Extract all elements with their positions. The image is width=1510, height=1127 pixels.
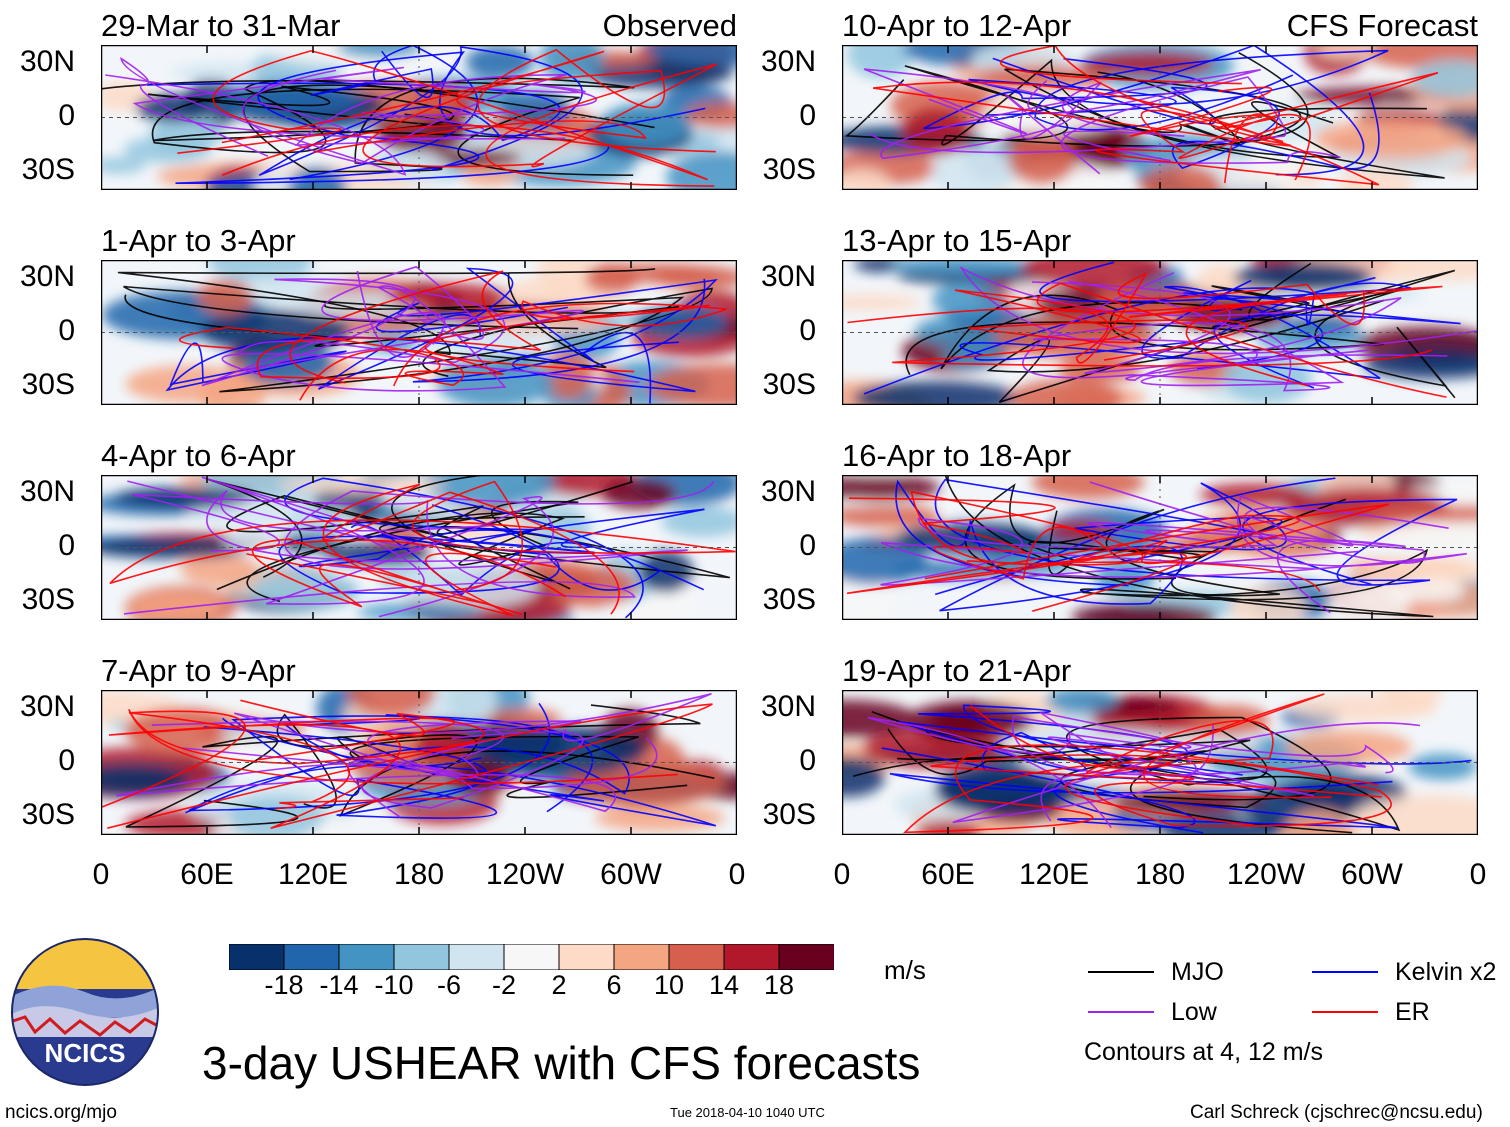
map-panel bbox=[842, 45, 1478, 190]
colorbar-swatch bbox=[229, 944, 285, 970]
x-tick-label: 0 bbox=[1469, 858, 1487, 891]
y-tick-label: 30S bbox=[762, 368, 816, 401]
x-tick-label: 180 bbox=[393, 858, 445, 891]
legend-line bbox=[1088, 971, 1154, 973]
y-tick-label: 30S bbox=[762, 153, 816, 186]
y-tick-label: 30N bbox=[760, 260, 816, 293]
colorbar-swatch bbox=[723, 944, 780, 970]
y-tick-label: 30S bbox=[762, 798, 816, 831]
colorbar-swatch bbox=[558, 944, 615, 970]
colorbar-tick: 18 bbox=[763, 970, 795, 1000]
colorbar-swatch bbox=[778, 944, 834, 970]
colorbar-tick: 10 bbox=[653, 970, 685, 1000]
colorbar-tick: -14 bbox=[319, 970, 359, 1000]
colorbar-tick: 2 bbox=[551, 970, 567, 1000]
y-tick-label: 30S bbox=[21, 798, 75, 831]
site-url[interactable]: ncics.org/mjo bbox=[5, 1102, 117, 1123]
panel-title: 1-Apr to 3-Apr bbox=[101, 223, 296, 258]
map-panel bbox=[842, 690, 1478, 835]
ncics-logo: NCICS bbox=[11, 938, 159, 1086]
x-tick-label: 180 bbox=[1134, 858, 1186, 891]
y-tick-label: 30S bbox=[21, 153, 75, 186]
map-panel bbox=[101, 475, 737, 620]
colorbar-tick: -18 bbox=[264, 970, 304, 1000]
chart-title: 3-day USHEAR with CFS forecasts bbox=[202, 1037, 921, 1089]
y-tick-label: 30S bbox=[762, 583, 816, 616]
y-tick-label: 30N bbox=[760, 45, 816, 78]
y-tick-label: 30N bbox=[19, 45, 75, 78]
colorbar-swatch bbox=[668, 944, 725, 970]
legend-label: MJO bbox=[1171, 958, 1224, 986]
map-panel bbox=[101, 260, 737, 405]
credit: Carl Schreck (cjschrec@ncsu.edu) bbox=[1190, 1102, 1483, 1123]
contour-note: Contours at 4, 12 m/s bbox=[1084, 1038, 1324, 1066]
y-tick-label: 0 bbox=[58, 314, 75, 347]
y-tick-label: 30N bbox=[760, 690, 816, 723]
panel-title: 29-Mar to 31-Mar bbox=[101, 8, 341, 43]
panel-title: 10-Apr to 12-Apr bbox=[842, 8, 1072, 43]
x-tick-label: 60W bbox=[1341, 858, 1403, 891]
y-tick-label: 0 bbox=[58, 99, 75, 132]
legend-line bbox=[1312, 971, 1378, 973]
colorbar bbox=[229, 944, 834, 970]
column-label: CFS Forecast bbox=[1286, 8, 1478, 43]
y-tick-label: 30N bbox=[19, 475, 75, 508]
colorbar-tick: 14 bbox=[708, 970, 740, 1000]
units-label: m/s bbox=[884, 955, 926, 985]
x-tick-label: 120W bbox=[485, 858, 565, 891]
x-tick-label: 60W bbox=[600, 858, 662, 891]
map-panel bbox=[101, 45, 737, 190]
x-tick-label: 120E bbox=[277, 858, 349, 891]
y-tick-label: 0 bbox=[58, 529, 75, 562]
panel-title: 7-Apr to 9-Apr bbox=[101, 653, 296, 688]
y-tick-label: 30N bbox=[19, 690, 75, 723]
y-tick-label: 0 bbox=[799, 529, 816, 562]
column-label: Observed bbox=[602, 8, 737, 43]
colorbar-swatch bbox=[448, 944, 505, 970]
legend-line bbox=[1088, 1011, 1154, 1013]
colorbar-tick: -2 bbox=[491, 970, 516, 1000]
map-panel bbox=[101, 690, 737, 835]
y-tick-label: 30S bbox=[21, 368, 75, 401]
colorbar-swatch bbox=[503, 944, 560, 970]
y-tick-label: 30S bbox=[21, 583, 75, 616]
x-tick-label: 0 bbox=[728, 858, 746, 891]
panel-title: 16-Apr to 18-Apr bbox=[842, 438, 1072, 473]
legend-label: ER bbox=[1395, 998, 1430, 1026]
y-tick-label: 0 bbox=[58, 744, 75, 777]
map-panel bbox=[842, 475, 1478, 620]
colorbar-tick: 6 bbox=[606, 970, 622, 1000]
panel-title: 4-Apr to 6-Apr bbox=[101, 438, 296, 473]
colorbar-swatch bbox=[283, 944, 340, 970]
y-tick-label: 30N bbox=[760, 475, 816, 508]
x-tick-label: 60E bbox=[180, 858, 234, 891]
x-tick-label: 120W bbox=[1226, 858, 1306, 891]
legend-label: Low bbox=[1171, 998, 1217, 1026]
y-tick-label: 30N bbox=[19, 260, 75, 293]
y-tick-label: 0 bbox=[799, 744, 816, 777]
colorbar-swatch bbox=[338, 944, 395, 970]
timestamp: Tue 2018-04-10 1040 UTC bbox=[670, 1105, 825, 1120]
colorbar-swatch bbox=[393, 944, 450, 970]
legend-label: Kelvin x2 bbox=[1395, 958, 1497, 986]
y-tick-label: 0 bbox=[799, 99, 816, 132]
panel-title: 19-Apr to 21-Apr bbox=[842, 653, 1072, 688]
map-panel bbox=[842, 260, 1478, 405]
colorbar-tick: -6 bbox=[436, 970, 461, 1000]
x-tick-label: 0 bbox=[833, 858, 851, 891]
colorbar-swatch bbox=[613, 944, 670, 970]
y-tick-label: 0 bbox=[799, 314, 816, 347]
x-tick-label: 60E bbox=[921, 858, 975, 891]
panel-title: 13-Apr to 15-Apr bbox=[842, 223, 1072, 258]
colorbar-tick: -10 bbox=[374, 970, 414, 1000]
legend-line bbox=[1312, 1011, 1378, 1013]
x-tick-label: 120E bbox=[1018, 858, 1090, 891]
logo-text: NCICS bbox=[45, 1038, 126, 1068]
x-tick-label: 0 bbox=[92, 858, 110, 891]
